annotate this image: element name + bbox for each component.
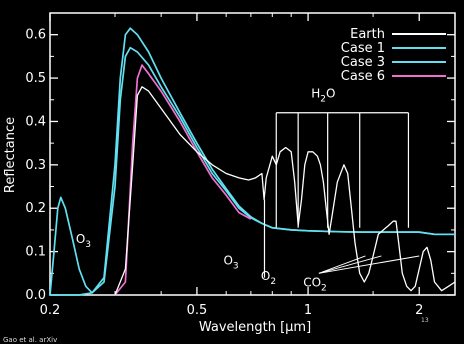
series-case-1 bbox=[49, 27, 455, 296]
page-number: 13 bbox=[421, 317, 429, 324]
x-tick-label: 0.2 bbox=[40, 303, 61, 318]
plot-frame: 0.2 0.5 1 2 0.0 0.1 0.2 0.3 0.4 0.5 0.6 bbox=[25, 12, 456, 318]
x-tick-label: 0.5 bbox=[187, 303, 208, 318]
annotation-label: O3 bbox=[76, 232, 91, 250]
annotation-layer: O3 O3 O2 CO2 H2O bbox=[76, 87, 420, 293]
annotation-label: O3 bbox=[223, 254, 238, 272]
annotation-label: H2O bbox=[311, 87, 335, 105]
annotation-label: CO2 bbox=[303, 275, 327, 293]
series-earth bbox=[114, 86, 456, 296]
y-tick-label: 0.2 bbox=[25, 201, 46, 216]
co2-leader-line bbox=[318, 255, 366, 274]
plot-border bbox=[49, 12, 456, 296]
series-case-6 bbox=[114, 64, 252, 296]
y-tick-label: 0.0 bbox=[25, 288, 46, 303]
annotation-label: O2 bbox=[261, 269, 276, 287]
co2-leader-line bbox=[318, 255, 420, 274]
legend-label: Case 3 bbox=[341, 55, 385, 70]
y-tick-label: 0.3 bbox=[25, 158, 46, 173]
y-tick-label: 0.4 bbox=[25, 114, 46, 129]
y-axis-title: Reflectance bbox=[3, 117, 18, 193]
series-layer bbox=[49, 27, 456, 296]
legend-label: Earth bbox=[350, 27, 385, 42]
legend-label: Case 6 bbox=[341, 69, 385, 84]
x-tick-label: 1 bbox=[304, 303, 312, 318]
co2-leader-line bbox=[318, 255, 382, 274]
x-tick-label: 2 bbox=[415, 303, 423, 318]
legend-label: Case 1 bbox=[341, 41, 385, 56]
y-tick-label: 0.1 bbox=[25, 245, 46, 260]
series-case-3 bbox=[50, 46, 455, 296]
y-tick-label: 0.6 bbox=[25, 28, 46, 43]
x-axis-title: Wavelength [μm] bbox=[199, 320, 311, 335]
y-tick-label: 0.5 bbox=[25, 71, 46, 86]
credit-text: Gao et al. arXiv bbox=[3, 336, 57, 344]
